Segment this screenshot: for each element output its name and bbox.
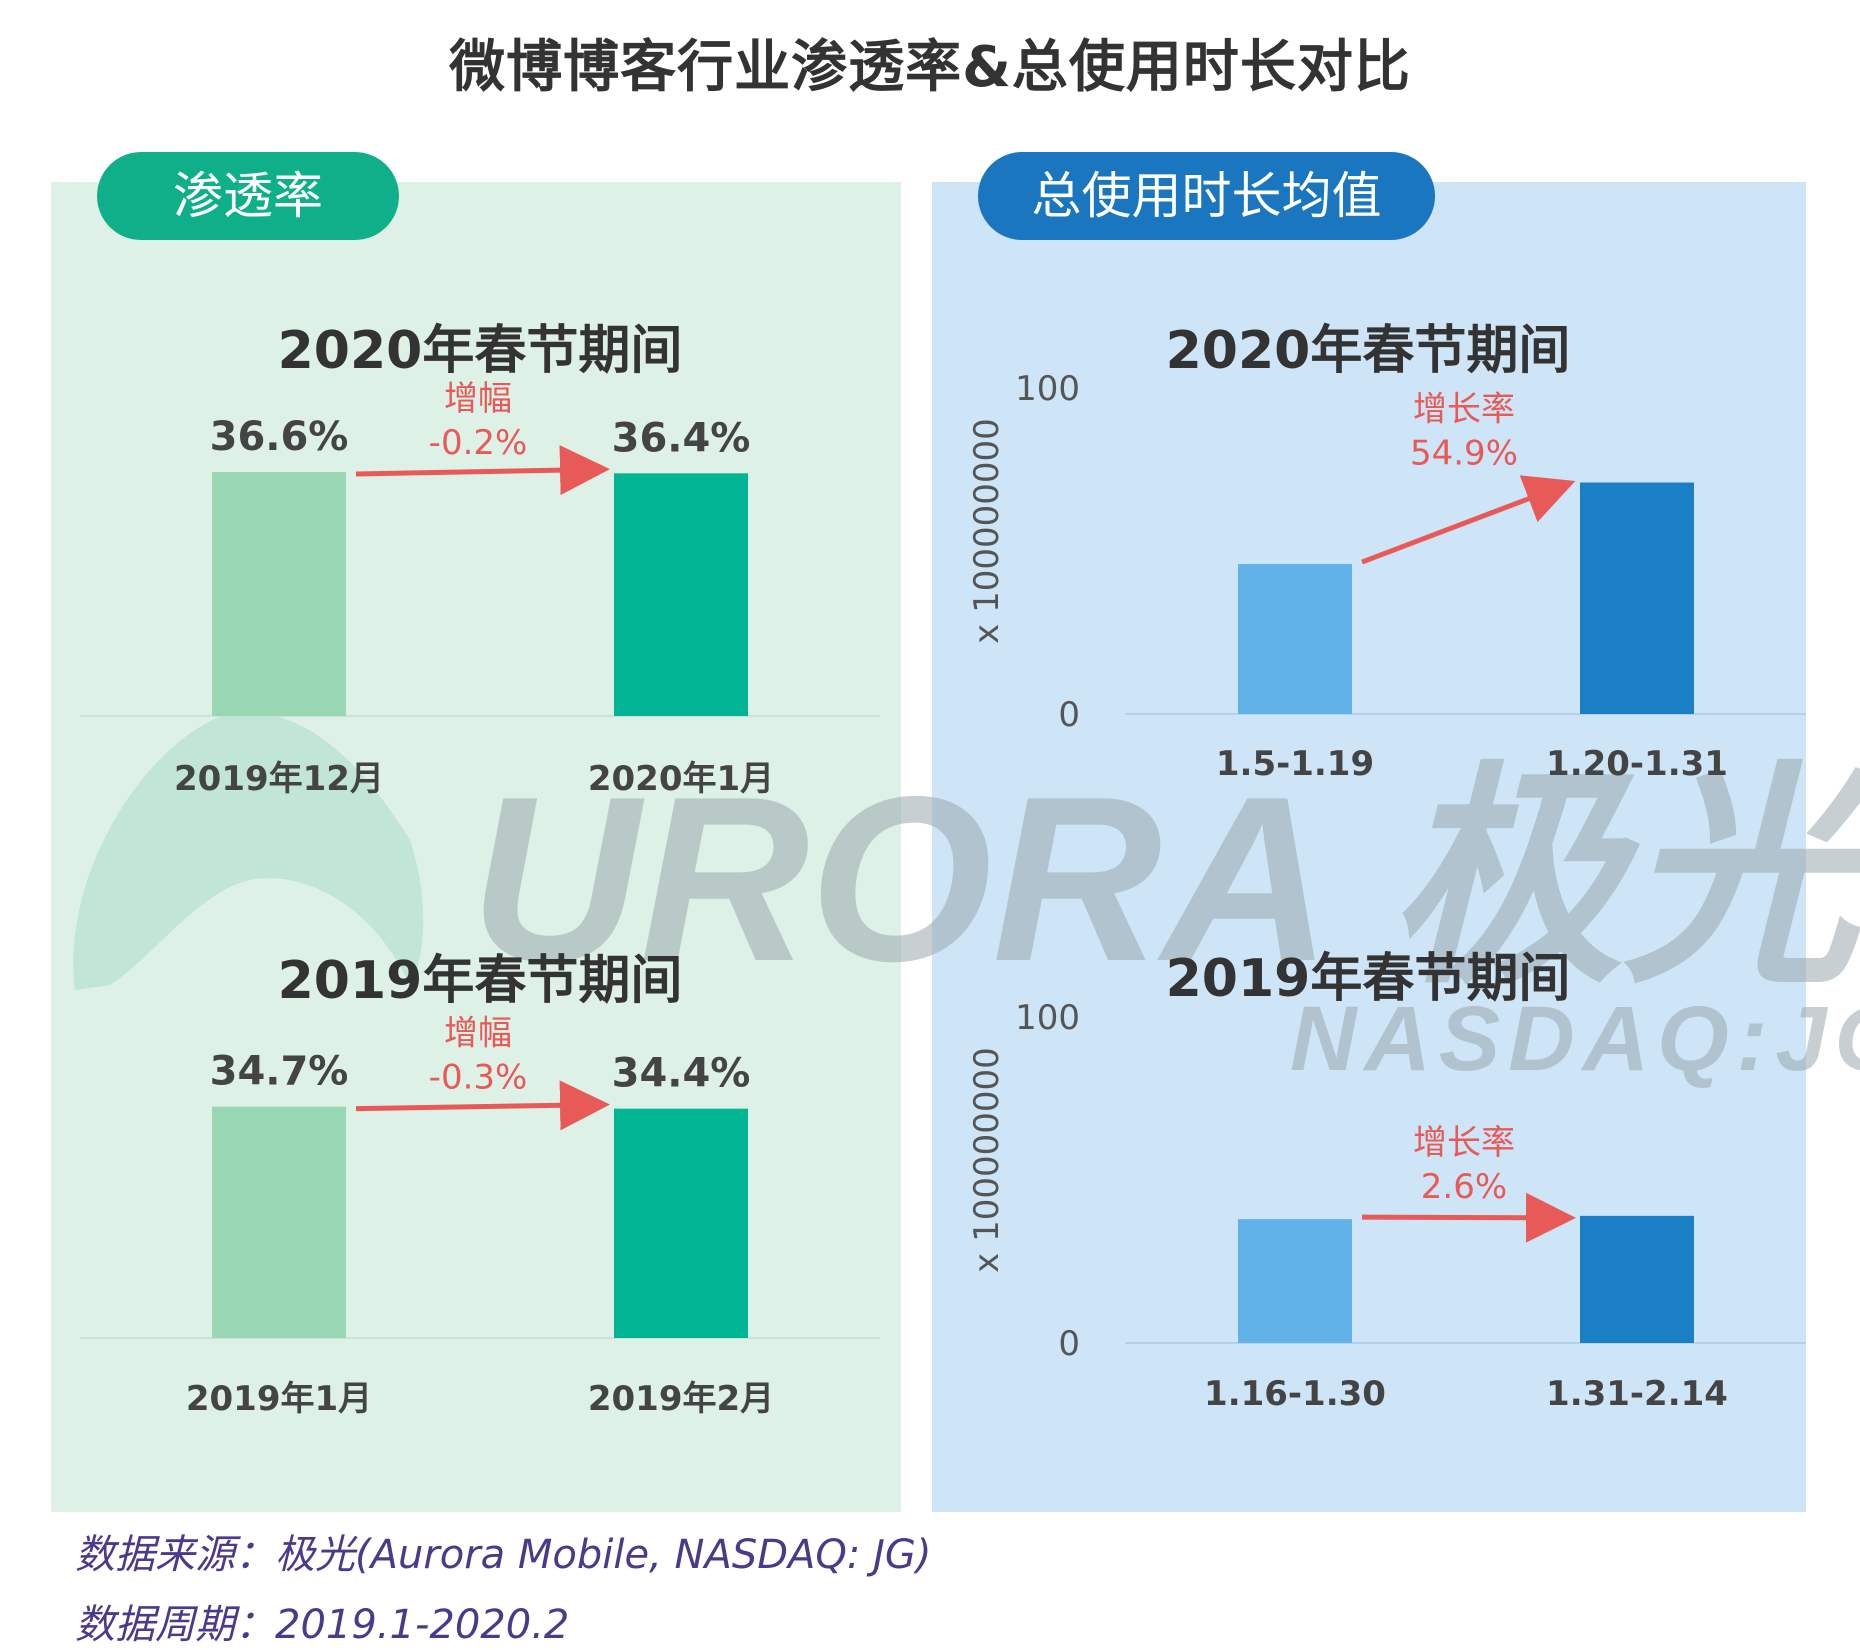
category-label: 1.20-1.31 (1546, 744, 1728, 784)
category-label: 2020年1月 (588, 759, 774, 799)
bar (1580, 482, 1694, 714)
change-arrow (355, 445, 610, 496)
page-title: 微博博客行业渗透率&总使用时长对比 (449, 35, 1411, 100)
penetration-pill: 渗透率 (97, 152, 399, 240)
usage-duration-pill: 总使用时长均值 (978, 152, 1435, 240)
change-arrow (1361, 475, 1576, 565)
chart-title: 2020年春节期间 (278, 321, 683, 381)
y-axis-label: x 100000000 (967, 418, 1007, 644)
category-label: 1.31-2.14 (1546, 1374, 1728, 1414)
category-label: 2019年12月 (174, 759, 384, 799)
chart-title: 2020年春节期间 (1166, 321, 1571, 381)
category-label: 2019年2月 (588, 1379, 774, 1419)
data-source-note: 数据来源：极光(Aurora Mobile, NASDAQ: JG) (75, 1532, 932, 1578)
bar (212, 472, 346, 716)
change-arrow (1361, 1192, 1576, 1243)
change-label: 增幅 (444, 1014, 512, 1054)
data-period-note: 数据周期：2019.1-2020.2 (75, 1602, 570, 1648)
bar (614, 1108, 748, 1338)
change-arrow (355, 1080, 610, 1131)
y-axis-label: x 100000000 (967, 1047, 1007, 1273)
bar-value-label: 36.6% (210, 414, 349, 460)
bar-value-label: 36.4% (612, 415, 751, 461)
bar-value-label: 34.7% (210, 1049, 349, 1095)
y-tick-label: 100 (1015, 369, 1080, 409)
category-label: 2019年1月 (186, 1379, 372, 1419)
change-label: 增长率 (1413, 390, 1515, 430)
bar (1238, 1219, 1352, 1343)
category-label: 1.5-1.19 (1216, 744, 1374, 784)
bar (1238, 564, 1352, 714)
change-label: 增幅 (444, 379, 512, 419)
chart-title: 2019年春节期间 (1166, 949, 1571, 1009)
bar-value-label: 34.4% (612, 1051, 751, 1097)
y-tick-label: 100 (1015, 998, 1080, 1038)
y-tick-label: 0 (1058, 1324, 1080, 1364)
change-label: 增长率 (1413, 1123, 1515, 1163)
bar (614, 473, 748, 716)
change-value: 2.6% (1421, 1167, 1507, 1207)
change-value: -0.2% (429, 423, 528, 463)
change-value: -0.3% (429, 1058, 528, 1098)
category-label: 1.16-1.30 (1204, 1374, 1386, 1414)
bar (1580, 1215, 1694, 1343)
chart-title: 2019年春节期间 (278, 951, 683, 1011)
bar (212, 1106, 346, 1338)
y-tick-label: 0 (1058, 695, 1080, 735)
change-value: 54.9% (1410, 434, 1518, 474)
